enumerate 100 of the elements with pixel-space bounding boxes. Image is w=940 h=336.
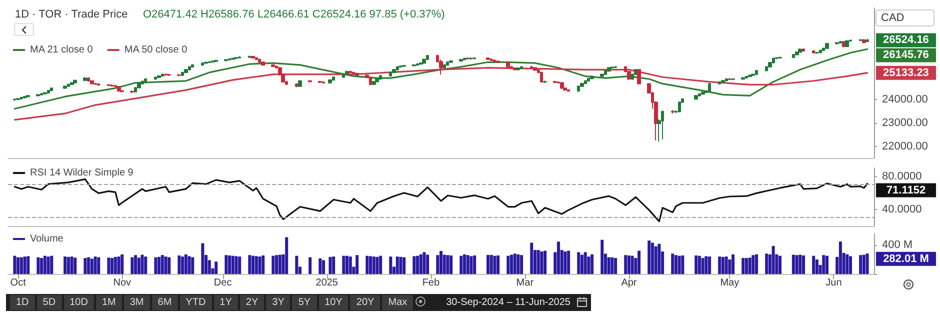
candlestick xyxy=(516,67,520,71)
y-tick-label: 400 M xyxy=(882,238,913,251)
candlestick xyxy=(422,58,426,64)
candlestick xyxy=(510,66,513,70)
bar xyxy=(838,242,842,274)
bar xyxy=(90,258,94,274)
bar xyxy=(36,257,40,274)
candlestick xyxy=(567,88,570,92)
bar xyxy=(678,256,681,274)
candlestick xyxy=(97,82,100,86)
bar xyxy=(43,256,46,274)
candlestick xyxy=(459,58,463,62)
candlestick xyxy=(117,86,121,92)
bar xyxy=(610,257,614,274)
candlestick xyxy=(107,83,110,87)
candlestick xyxy=(772,57,775,64)
bar xyxy=(84,258,87,274)
bar xyxy=(356,255,359,274)
bar xyxy=(117,256,120,274)
candlestick xyxy=(577,85,580,92)
x-tick-label: May xyxy=(720,278,740,288)
bar xyxy=(650,242,654,274)
bar xyxy=(228,255,232,274)
candlestick xyxy=(318,80,322,84)
bar xyxy=(654,246,658,274)
bar xyxy=(46,256,50,274)
candlestick xyxy=(862,38,866,44)
candlestick xyxy=(164,73,168,76)
candlestick xyxy=(698,92,701,97)
bar xyxy=(248,255,252,274)
candlestick xyxy=(110,84,114,88)
bar xyxy=(107,258,110,274)
candlestick xyxy=(94,82,97,86)
bar xyxy=(530,242,534,274)
text: CAD xyxy=(881,12,904,24)
bar xyxy=(396,256,399,274)
bar xyxy=(590,254,594,274)
candlestick xyxy=(728,78,731,80)
candlestick xyxy=(328,78,332,84)
candlestick xyxy=(637,68,641,85)
candlestick xyxy=(90,80,94,85)
bar xyxy=(866,253,869,274)
bar xyxy=(812,256,816,274)
candlestick xyxy=(271,64,275,68)
bar xyxy=(694,255,698,274)
candlestick xyxy=(191,64,194,68)
candlestick xyxy=(141,80,144,85)
text: 3Y xyxy=(266,295,290,310)
bar xyxy=(160,255,164,274)
bar xyxy=(849,256,852,274)
bar xyxy=(13,256,16,274)
bar xyxy=(795,255,798,274)
candlestick xyxy=(392,68,396,74)
candlestick xyxy=(520,66,523,70)
candlestick xyxy=(204,61,208,64)
candlestick xyxy=(63,85,67,90)
bar xyxy=(822,255,826,274)
bar xyxy=(130,257,134,274)
candlestick xyxy=(496,60,500,64)
bar xyxy=(254,256,258,274)
bar xyxy=(26,256,30,274)
candlestick xyxy=(490,58,493,62)
bar xyxy=(164,256,168,274)
bar xyxy=(493,256,496,274)
candlestick xyxy=(332,76,335,82)
candlestick xyxy=(449,60,453,64)
candlestick xyxy=(819,49,822,54)
x-tick-label: Feb xyxy=(422,278,440,288)
candlestick xyxy=(73,79,77,84)
bar xyxy=(191,257,194,274)
candlestick xyxy=(50,86,53,92)
line-series xyxy=(14,66,868,121)
bar xyxy=(436,255,440,274)
bar xyxy=(379,256,382,274)
candlestick xyxy=(798,48,802,54)
candlestick xyxy=(543,80,547,84)
candlestick xyxy=(16,98,20,101)
candlestick xyxy=(201,62,204,66)
legend-label: MA 21 close 0 xyxy=(30,44,94,56)
candlestick xyxy=(375,78,379,83)
legend-label: MA 50 close 0 xyxy=(124,44,188,56)
bar xyxy=(577,252,580,274)
bar xyxy=(748,258,752,274)
bar xyxy=(64,256,67,274)
bar xyxy=(272,256,275,274)
text: 30-Sep-2024 – 11-Jun-2025 xyxy=(446,297,570,308)
candlestick xyxy=(835,41,839,45)
candlestick xyxy=(661,110,664,140)
bar xyxy=(144,256,148,274)
chart-subtitle: O26471.42 H26586.76 L26466.61 C26524.16 97.85 (+0.37%) xyxy=(143,8,445,20)
candlestick xyxy=(255,56,258,61)
candlestick xyxy=(355,72,359,76)
bar xyxy=(178,255,181,274)
text: 20Y xyxy=(350,295,380,310)
bar xyxy=(308,257,312,274)
candlestick xyxy=(224,58,228,62)
text: 2Y xyxy=(240,295,264,310)
bar xyxy=(826,256,829,274)
bar xyxy=(40,258,44,274)
candlestick xyxy=(553,80,557,84)
